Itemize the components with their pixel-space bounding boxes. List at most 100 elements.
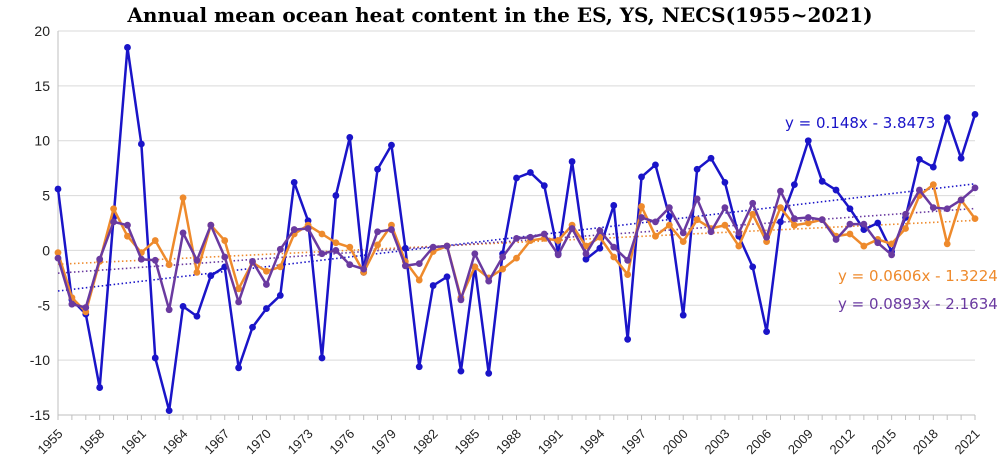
series-2-point (832, 236, 840, 243)
series-1-point (374, 241, 381, 249)
series-2-point (582, 250, 590, 258)
x-tick-label: 2006 (743, 426, 774, 457)
series-2-point (540, 230, 548, 238)
series-0-point (874, 219, 882, 227)
series-1-point (665, 221, 673, 229)
series-1-point (582, 242, 590, 250)
series-2-point (165, 306, 173, 314)
series-2-point (638, 214, 645, 221)
series-layer (54, 44, 979, 415)
trendline-1 (57, 219, 976, 266)
x-tick-label: 1964 (160, 426, 191, 457)
series-0-point (679, 311, 687, 319)
y-tick-label: -15 (30, 407, 50, 423)
series-2-point (401, 262, 409, 270)
series-1-point (902, 225, 909, 232)
series-1-point (721, 221, 729, 229)
series-2-point (304, 225, 312, 232)
series-0-point (624, 335, 632, 343)
series-2-point (763, 233, 770, 241)
series-0-point (610, 202, 618, 209)
x-tick-label: 2000 (660, 426, 691, 457)
series-0-point (832, 186, 840, 194)
series-1-point (929, 181, 937, 189)
y-tick-label: 10 (34, 133, 50, 149)
series-2-point (360, 265, 368, 273)
x-tick-label: 1994 (576, 426, 607, 457)
series-1-point (346, 243, 354, 251)
series-2-point (207, 221, 215, 229)
series-2-point (429, 243, 437, 251)
series-0-point (151, 354, 159, 362)
trendline-0 (57, 183, 976, 292)
x-tick-label: 2021 (952, 426, 983, 457)
y-tick-label: 15 (34, 78, 50, 94)
series-0-point (290, 179, 298, 186)
series-2-point (68, 300, 76, 308)
series-1-point (679, 238, 687, 246)
x-tick-label: 2012 (827, 426, 858, 457)
series-2-point (860, 220, 868, 228)
series-0-point (916, 155, 923, 163)
series-2-point (943, 205, 951, 213)
series-line-1 (56, 183, 977, 314)
chart-title: Annual mean ocean heat content in the ES… (127, 3, 873, 27)
series-0-point (721, 179, 729, 186)
series-1-point (846, 230, 854, 238)
series-2-point (721, 204, 729, 212)
series-2-point (568, 225, 576, 232)
series-2-point (290, 226, 298, 233)
x-tick-label: 1982 (410, 426, 441, 457)
series-2-point (235, 298, 243, 306)
series-1-point (652, 232, 659, 240)
series-2-point (624, 256, 632, 264)
y-tick-label: -5 (38, 297, 51, 313)
series-2-point (513, 234, 520, 242)
series-0-point (457, 367, 465, 375)
series-0-point (665, 213, 673, 220)
x-tick-label: 1985 (451, 426, 482, 457)
series-1-point (971, 215, 979, 223)
series-2-point (846, 220, 854, 228)
trendline-equation-1: y = 0.0606x - 1.3224 (838, 267, 998, 285)
grid-layer (58, 30, 975, 416)
series-1-point (332, 239, 340, 247)
series-2-point (957, 196, 965, 204)
series-0-point (693, 165, 701, 173)
series-1-point (471, 263, 479, 271)
series-2-point (485, 277, 493, 285)
series-0-point (582, 255, 590, 263)
series-1-point (499, 265, 507, 273)
series-1-point (804, 219, 812, 227)
series-0-point (276, 292, 284, 299)
series-1-point (624, 271, 632, 278)
series-2-point (874, 239, 882, 247)
series-2-point (179, 229, 187, 237)
series-0-point (332, 192, 340, 199)
x-tick-label: 1967 (201, 426, 232, 457)
y-tick-label: 0 (42, 242, 50, 258)
series-2-point (790, 215, 798, 223)
series-0-point (235, 364, 243, 372)
series-0-point (165, 407, 173, 415)
series-0-point (318, 354, 326, 362)
series-1-point (318, 230, 326, 238)
series-2-point (499, 253, 507, 261)
series-line-2 (56, 186, 976, 311)
series-1-point (943, 240, 951, 248)
y-tick-label: -10 (30, 352, 50, 368)
series-0-point (415, 363, 423, 371)
x-tick-label: 1961 (118, 426, 149, 457)
series-2-point (263, 281, 270, 288)
series-1-point (54, 249, 62, 257)
series-1-point (888, 240, 896, 248)
series-1-point (777, 204, 784, 212)
series-1-point (554, 237, 562, 244)
x-tick-label: 1979 (368, 426, 399, 457)
series-0-point (54, 185, 62, 193)
series-0-point (540, 182, 548, 190)
series-0-point (749, 263, 757, 271)
series-2-point (374, 228, 381, 236)
series-1-point (193, 268, 201, 276)
